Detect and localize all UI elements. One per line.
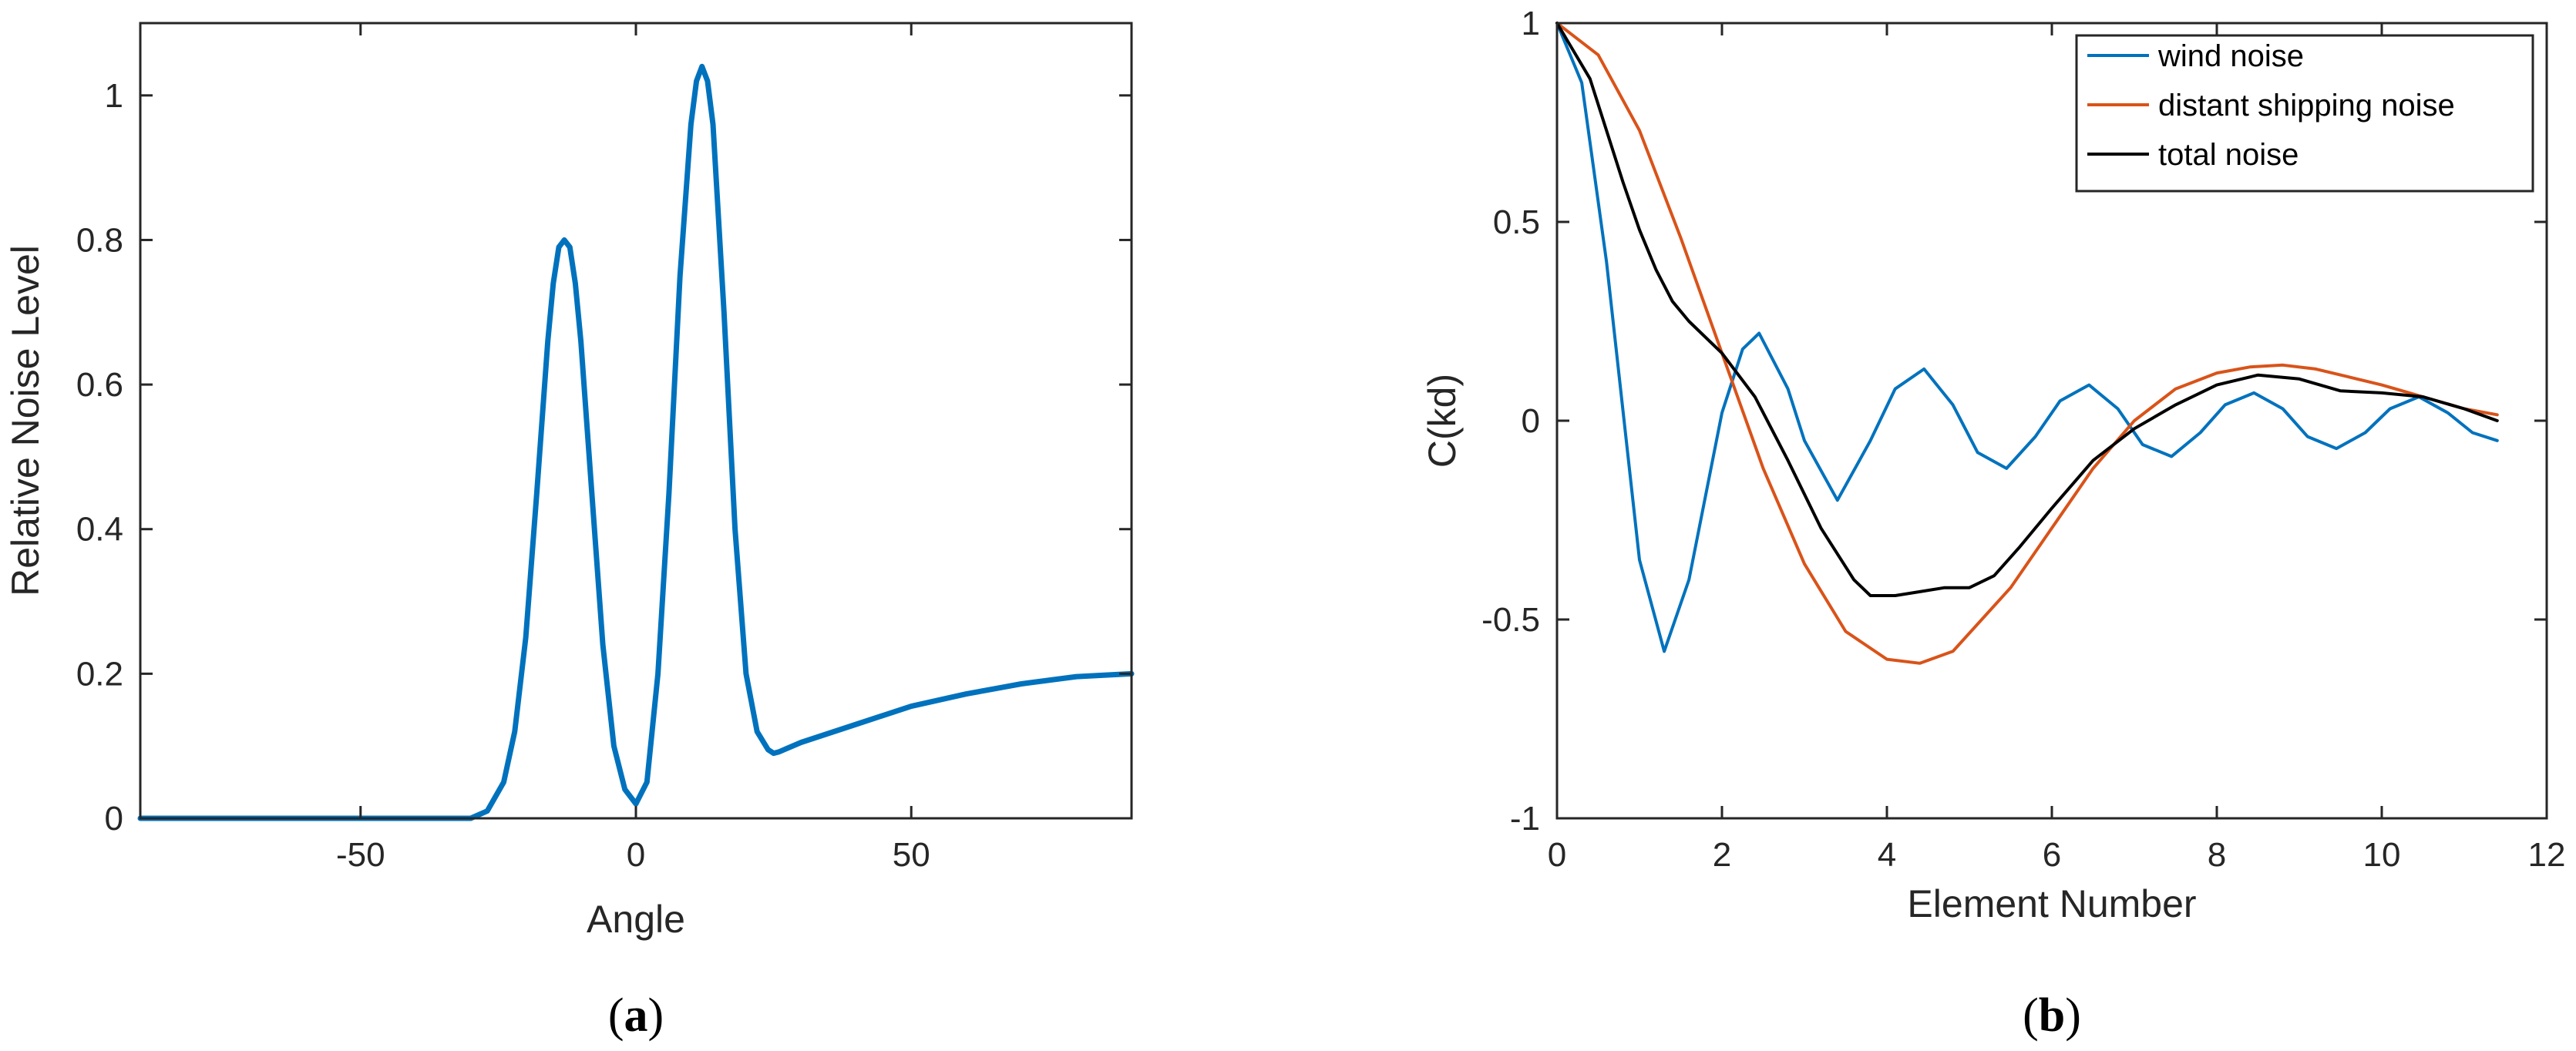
y-tick-label: -1 [1510,800,1540,838]
legend: wind noise distant shipping noise total no… [2075,34,2534,193]
y-tick-label: 1 [1522,5,1540,42]
legend-entry: total noise [2158,138,2299,172]
x-axis-label: Angle [587,898,685,941]
y-tick-label: 0.4 [76,511,123,549]
legend-box [2075,34,2534,193]
plot-area [140,23,1132,818]
x-tick-label: 8 [2208,836,2226,874]
y-tick-label: 0.8 [76,221,123,259]
y-axis-label: Relative Noise Level [4,245,47,596]
legend-entry: distant shipping noise [2158,89,2455,123]
chart-panel-b: 0 2 4 6 8 10 12 -1 -0.5 0 0.5 1 Element Number C(kd) (… [1421,5,2565,1042]
x-tick-label: 2 [1713,836,1731,874]
series-line-total-noise [1555,22,2499,597]
y-tick-label: 0 [105,800,123,838]
x-tick-label: 12 [2528,836,2566,874]
x-tick-label: -50 [336,836,385,874]
x-tick-label: 10 [2363,836,2401,874]
legend-entry: wind noise [2157,39,2304,73]
x-tick-label: 50 [893,836,930,874]
series-line-wind-noise [1555,22,2499,653]
chart-panel-a: -50 0 50 0 0.2 0.4 0.6 0.8 1 Angle Relative Noise … [4,22,1135,1042]
x-tick-label: 4 [1878,836,1896,874]
x-tick-label: 0 [1548,836,1566,874]
y-tick-label: 1 [105,77,123,115]
y-tick-label: 0.6 [76,366,123,404]
series-line-0 [137,63,1135,821]
y-tick-label: 0 [1522,402,1540,440]
panel-label: (a) [608,989,664,1042]
panel-label: (b) [2023,989,2081,1042]
y-axis-label: C(kd) [1421,374,1464,468]
x-axis-label: Element Number [1907,882,2196,925]
y-tick-label: 0.5 [1493,203,1540,241]
y-tick-label: 0.2 [76,655,123,693]
y-tick-label: -0.5 [1481,601,1540,639]
x-tick-label: 0 [627,836,645,874]
x-tick-label: 6 [2043,836,2061,874]
